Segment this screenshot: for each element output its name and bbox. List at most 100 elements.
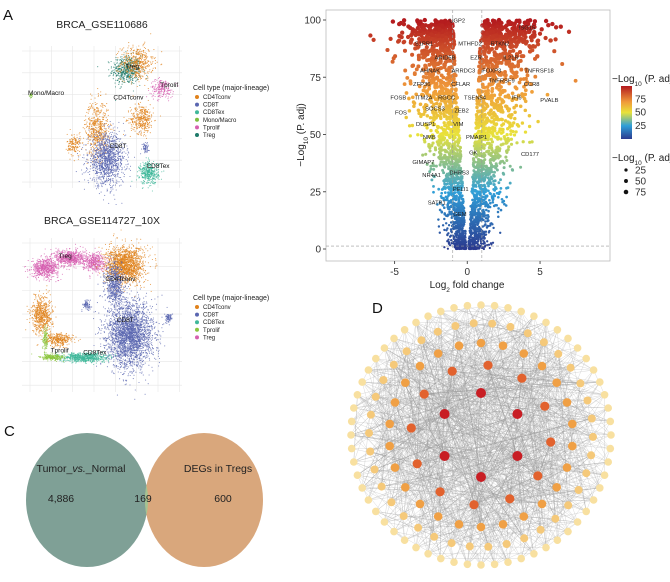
cell-point bbox=[102, 199, 105, 201]
cell-point bbox=[104, 150, 106, 152]
cell-point bbox=[32, 264, 34, 266]
cell-point bbox=[122, 74, 124, 76]
cell-point bbox=[121, 159, 123, 161]
cell-point bbox=[159, 90, 161, 92]
cell-point bbox=[154, 179, 156, 181]
cell-point bbox=[50, 279, 52, 281]
cell-point bbox=[115, 79, 117, 81]
cell-point bbox=[141, 67, 143, 69]
cell-point bbox=[111, 164, 113, 166]
cluster-label: Mono/Macro bbox=[28, 90, 65, 97]
cell-point bbox=[80, 253, 82, 255]
cell-point bbox=[136, 123, 138, 125]
cell-point bbox=[98, 177, 100, 179]
cell-point bbox=[137, 134, 140, 136]
cell-point bbox=[150, 33, 152, 35]
cell-point bbox=[165, 95, 167, 97]
cell-point bbox=[140, 170, 142, 172]
cell-point bbox=[53, 263, 55, 265]
cell-point bbox=[97, 66, 99, 68]
cell-point bbox=[146, 61, 148, 63]
cell-point bbox=[142, 63, 144, 65]
cell-point bbox=[135, 53, 137, 55]
cell-point bbox=[164, 90, 166, 92]
cell-point bbox=[106, 175, 108, 177]
legend-swatch bbox=[195, 117, 199, 122]
cell-point bbox=[150, 185, 152, 187]
cell-point bbox=[143, 57, 145, 59]
cell-point bbox=[119, 151, 121, 153]
cell-point bbox=[58, 261, 60, 263]
cell-point bbox=[140, 124, 143, 126]
cell-point bbox=[138, 117, 140, 119]
cell-point bbox=[116, 181, 118, 183]
cell-point bbox=[99, 158, 101, 161]
cell-point bbox=[114, 155, 116, 157]
cell-point bbox=[127, 154, 129, 156]
cell-point bbox=[33, 268, 35, 270]
cell-point bbox=[96, 181, 98, 183]
cell-point bbox=[78, 150, 81, 152]
cell-point bbox=[118, 82, 120, 84]
cell-point bbox=[153, 92, 155, 94]
cell-point bbox=[103, 132, 105, 134]
cell-point bbox=[89, 168, 91, 170]
cell-point bbox=[43, 277, 45, 279]
cell-point bbox=[85, 119, 87, 121]
cell-point bbox=[132, 51, 134, 54]
cell-point bbox=[158, 175, 160, 177]
cell-point bbox=[139, 54, 141, 56]
cell-point bbox=[94, 163, 96, 165]
cell-point bbox=[116, 69, 118, 71]
cell-point bbox=[141, 169, 143, 171]
cell-point bbox=[74, 243, 77, 245]
cell-point bbox=[31, 275, 33, 277]
cell-point bbox=[149, 121, 151, 123]
cell-point bbox=[114, 198, 116, 200]
cell-point bbox=[84, 128, 86, 130]
cell-point bbox=[144, 41, 146, 43]
cell-point bbox=[68, 261, 70, 263]
cell-point bbox=[35, 262, 38, 264]
cell-point bbox=[69, 138, 71, 141]
cell-point bbox=[138, 105, 140, 108]
cell-point bbox=[120, 76, 122, 78]
cell-point bbox=[106, 169, 108, 171]
cell-point bbox=[84, 123, 86, 125]
cell-point bbox=[71, 144, 73, 146]
cell-point bbox=[110, 175, 112, 177]
cell-point bbox=[126, 67, 128, 69]
cell-point bbox=[160, 80, 162, 82]
cell-point bbox=[137, 126, 139, 128]
cell-point bbox=[95, 159, 98, 161]
cell-point bbox=[96, 186, 98, 188]
cell-point bbox=[46, 267, 48, 269]
cell-point bbox=[90, 129, 92, 131]
cell-point bbox=[145, 106, 147, 108]
cell-point bbox=[96, 149, 98, 151]
cell-point bbox=[145, 63, 147, 65]
cell-point bbox=[96, 142, 98, 144]
cell-point bbox=[128, 78, 130, 80]
cell-point bbox=[127, 148, 129, 150]
cell-point bbox=[143, 106, 145, 108]
cell-point bbox=[73, 160, 75, 162]
cell-point bbox=[119, 156, 121, 158]
cell-point bbox=[108, 202, 110, 204]
cell-point bbox=[101, 162, 103, 164]
cell-point bbox=[146, 130, 148, 132]
cell-point bbox=[139, 133, 141, 135]
cell-point bbox=[39, 274, 41, 276]
cell-point bbox=[110, 66, 112, 68]
cell-point bbox=[114, 161, 116, 164]
cell-point bbox=[147, 66, 149, 68]
cell-point bbox=[50, 265, 52, 267]
cell-point bbox=[138, 59, 140, 61]
cell-point bbox=[143, 123, 145, 125]
cell-point bbox=[147, 60, 149, 62]
cell-point bbox=[142, 109, 144, 111]
cell-point bbox=[134, 130, 136, 132]
cell-point bbox=[96, 111, 98, 113]
cell-point bbox=[100, 91, 102, 93]
cell-point bbox=[88, 118, 90, 120]
